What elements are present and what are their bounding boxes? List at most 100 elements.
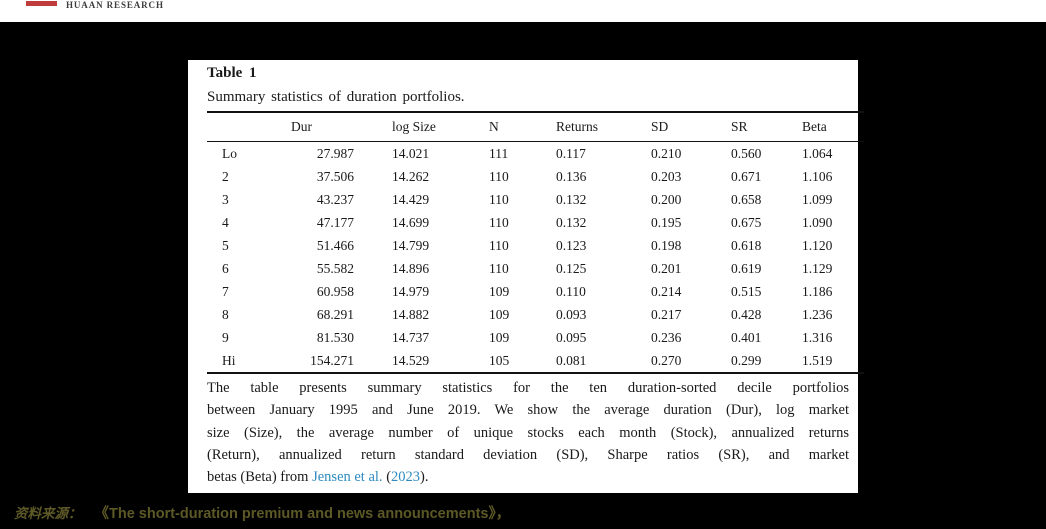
header-cell-blank — [207, 112, 291, 142]
table-row: 2 37.506 14.262 110 0.136 0.203 0.671 1.106 — [207, 165, 864, 188]
data-cell: 0.203 — [651, 168, 682, 184]
row-label-cell: 5 — [222, 237, 229, 253]
source-caption: 资料来源： 《The short-duration premium and ne… — [14, 502, 510, 523]
data-cell: 0.619 — [731, 260, 762, 276]
row-label-cell: 8 — [222, 306, 229, 322]
footnote-line: size (Size), the average number of uniqu… — [207, 424, 849, 441]
table-row: Lo 27.987 14.021 111 0.117 0.210 0.560 1.064 — [207, 142, 864, 166]
footnote-line: between January 1995 and June 2019. We s… — [207, 402, 849, 419]
data-cell: 0.217 — [651, 306, 682, 322]
row-label-cell: Hi — [222, 352, 236, 368]
data-cell: 0.136 — [556, 168, 587, 184]
data-cell: 43.237 — [316, 191, 354, 207]
data-cell: 68.291 — [316, 306, 354, 322]
report-header: HUAAN RESEARCH — [0, 0, 1046, 22]
data-cell: 14.529 — [392, 352, 430, 368]
data-cell: 1.106 — [802, 168, 833, 184]
table-row: 9 81.530 14.737 109 0.095 0.236 0.401 1.316 — [207, 326, 864, 349]
citation-link-jensen[interactable]: Jensen et al. — [312, 469, 383, 486]
source-label: 资料来源： — [14, 506, 82, 521]
data-cell: 0.117 — [556, 145, 586, 161]
data-cell: 0.671 — [731, 168, 762, 184]
header-cell-sd: SD — [651, 112, 731, 142]
table-header: Dur log Size N Returns SD SR Beta — [207, 112, 864, 142]
data-cell: 0.560 — [731, 145, 762, 161]
brand-logo-mark — [26, 1, 57, 6]
table-subtitle: Summary statistics of duration portfolio… — [207, 89, 465, 105]
data-cell: 14.429 — [392, 191, 430, 207]
data-cell: 0.123 — [556, 237, 587, 253]
data-cell: 1.064 — [802, 145, 833, 161]
table-row: 4 47.177 14.699 110 0.132 0.195 0.675 1.090 — [207, 211, 864, 234]
row-label-cell: 9 — [222, 329, 229, 345]
data-cell: 110 — [489, 214, 509, 230]
header-cell-beta: Beta — [802, 112, 864, 142]
table-row: 3 43.237 14.429 110 0.132 0.200 0.658 1.099 — [207, 188, 864, 211]
data-cell: 0.093 — [556, 306, 587, 322]
table-footnote: The table presents summary statistics fo… — [207, 377, 849, 488]
data-cell: 14.896 — [392, 260, 430, 276]
data-cell: 1.236 — [802, 306, 833, 322]
data-cell: 109 — [489, 306, 510, 322]
footnote-text: ( — [382, 469, 392, 486]
data-cell: 0.618 — [731, 237, 762, 253]
header-cell-logsize: log Size — [392, 112, 489, 142]
row-label-cell: 6 — [222, 260, 229, 276]
data-cell: 0.095 — [556, 329, 587, 345]
citation-link-year[interactable]: 2023 — [391, 469, 421, 486]
data-cell: 0.270 — [651, 352, 682, 368]
header-cell-n: N — [489, 112, 556, 142]
row-label-cell: 4 — [222, 214, 229, 230]
data-cell: 14.021 — [392, 145, 430, 161]
data-cell: 154.271 — [310, 352, 354, 368]
table-row: 8 68.291 14.882 109 0.093 0.217 0.428 1.236 — [207, 303, 864, 326]
data-cell: 0.110 — [556, 283, 586, 299]
data-cell: 14.699 — [392, 214, 430, 230]
data-cell: 109 — [489, 329, 510, 345]
data-cell: 60.958 — [316, 283, 354, 299]
footnote-line: The table presents summary statistics fo… — [207, 380, 849, 396]
data-cell: 14.737 — [392, 329, 430, 345]
row-label-cell: Lo — [222, 145, 237, 161]
paper-table-figure: Table 1 Summary statistics of duration p… — [188, 60, 864, 493]
data-cell: 1.090 — [802, 214, 833, 230]
data-cell: 55.582 — [316, 260, 354, 276]
data-cell: 0.195 — [651, 214, 682, 230]
data-cell: 0.658 — [731, 191, 762, 207]
footnote-text: ). — [420, 469, 429, 486]
data-cell: 0.299 — [731, 352, 762, 368]
source-paper-title: 《The short-duration premium and news ann… — [94, 506, 511, 522]
brand-name: HUAAN RESEARCH — [66, 0, 164, 10]
data-cell: 0.132 — [556, 191, 587, 207]
table-body: Lo 27.987 14.021 111 0.117 0.210 0.560 1.064 2 37… — [207, 142, 864, 374]
table-row: 7 60.958 14.979 109 0.110 0.214 0.515 1.186 — [207, 280, 864, 303]
data-cell: 0.428 — [731, 306, 762, 322]
table-title: Table 1 — [207, 65, 257, 81]
row-label-cell: 3 — [222, 191, 229, 207]
data-cell: 47.177 — [316, 214, 354, 230]
data-cell: 0.081 — [556, 352, 587, 368]
data-cell: 1.316 — [802, 329, 833, 345]
data-cell: 14.262 — [392, 168, 430, 184]
data-cell: 110 — [489, 260, 509, 276]
data-cell: 1.099 — [802, 191, 833, 207]
table-row: 5 51.466 14.799 110 0.123 0.198 0.618 1.120 — [207, 234, 864, 257]
data-cell: 0.210 — [651, 145, 682, 161]
footnote-text: betas (Beta) from — [207, 469, 313, 486]
data-cell: 14.979 — [392, 283, 430, 299]
data-cell: 1.120 — [802, 237, 833, 253]
data-cell: 0.401 — [731, 329, 762, 345]
data-cell: 0.675 — [731, 214, 762, 230]
footnote-line: (Return), annualized return standard dev… — [207, 446, 849, 463]
data-cell: 1.186 — [802, 283, 833, 299]
data-cell: 105 — [489, 352, 510, 368]
data-cell: 0.125 — [556, 260, 587, 276]
data-cell: 1.129 — [802, 260, 833, 276]
data-cell: 0.201 — [651, 260, 682, 276]
data-cell: 0.515 — [731, 283, 762, 299]
data-cell: 0.132 — [556, 214, 587, 230]
data-cell: 111 — [489, 145, 509, 161]
data-cell: 110 — [489, 237, 509, 253]
row-label-cell: 2 — [222, 168, 229, 184]
